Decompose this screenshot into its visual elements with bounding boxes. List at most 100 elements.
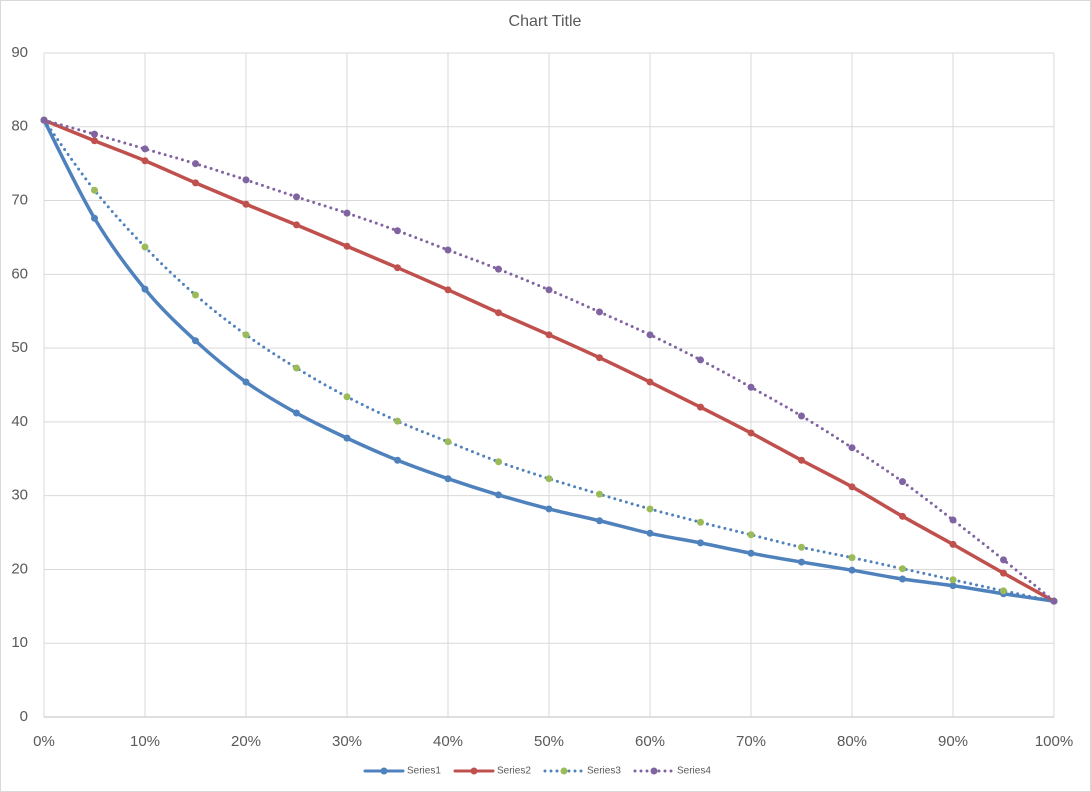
- data-point: [394, 227, 401, 235]
- data-point: [394, 417, 401, 425]
- data-point: [343, 209, 351, 217]
- data-point: [1000, 569, 1007, 577]
- data-point: [596, 517, 603, 525]
- legend-marker: [650, 767, 658, 775]
- data-point: [697, 518, 704, 526]
- y-tick-label: 30: [11, 487, 28, 504]
- y-tick-label: 10: [11, 634, 28, 651]
- x-tick-label: 30%: [332, 733, 362, 750]
- legend-marker: [470, 767, 478, 775]
- data-point: [91, 137, 98, 145]
- chart-title: Chart Title: [509, 13, 582, 30]
- data-point: [596, 308, 603, 316]
- series-line: [42, 118, 1056, 603]
- data-point: [1050, 597, 1058, 605]
- data-point: [697, 356, 704, 364]
- legend-label: Series3: [587, 766, 621, 777]
- data-point: [242, 331, 250, 339]
- legend-label: Series4: [677, 766, 711, 777]
- data-point: [242, 176, 250, 184]
- x-tick-label: 50%: [534, 733, 564, 750]
- legend-marker: [380, 767, 388, 775]
- data-point: [646, 505, 654, 513]
- x-tick-label: 90%: [938, 733, 968, 750]
- data-point: [848, 554, 856, 562]
- data-point: [141, 157, 149, 165]
- y-tick-label: 40: [11, 413, 28, 430]
- y-tick-label: 0: [20, 708, 28, 725]
- x-tick-label: 20%: [231, 733, 261, 750]
- data-point: [495, 458, 502, 466]
- data-point: [40, 116, 48, 124]
- data-point: [192, 160, 199, 168]
- data-point: [747, 531, 755, 539]
- data-point: [798, 543, 805, 551]
- y-tick-label: 80: [11, 118, 28, 135]
- data-point: [91, 214, 98, 222]
- x-tick-label: 100%: [1035, 733, 1073, 750]
- y-tick-label: 50: [11, 339, 28, 356]
- y-tick-label: 20: [11, 560, 28, 577]
- data-point: [646, 529, 654, 537]
- data-point: [646, 331, 654, 339]
- data-point: [495, 309, 502, 317]
- data-point: [444, 246, 452, 254]
- data-point: [697, 403, 704, 411]
- data-point: [646, 378, 654, 386]
- legend-label: Series1: [407, 766, 441, 777]
- data-point: [242, 200, 250, 208]
- x-tick-label: 70%: [736, 733, 766, 750]
- data-point: [91, 130, 98, 138]
- x-tick-label: 60%: [635, 733, 665, 750]
- data-point: [91, 186, 98, 194]
- series-line: [42, 118, 1056, 603]
- data-point: [899, 575, 906, 583]
- data-point: [343, 434, 351, 442]
- y-tick-label: 90: [11, 44, 28, 61]
- y-tick-label: 60: [11, 265, 28, 282]
- data-point: [545, 505, 553, 513]
- data-point: [747, 383, 755, 391]
- data-point: [444, 286, 452, 294]
- data-point: [949, 516, 957, 524]
- data-point: [1000, 556, 1007, 564]
- data-point: [545, 286, 553, 294]
- data-point: [848, 444, 856, 452]
- data-point: [899, 565, 906, 573]
- data-point: [697, 539, 704, 547]
- data-point: [293, 409, 300, 417]
- data-point: [495, 491, 502, 499]
- data-point: [394, 456, 401, 464]
- data-point: [242, 378, 250, 386]
- data-point: [343, 242, 351, 250]
- data-point: [141, 243, 149, 251]
- data-point: [545, 475, 553, 483]
- data-point: [141, 145, 149, 153]
- data-point: [192, 179, 199, 187]
- data-point: [141, 285, 149, 293]
- x-tick-label: 0%: [33, 733, 55, 750]
- data-point: [343, 393, 351, 401]
- data-point: [949, 540, 957, 548]
- data-point: [192, 291, 199, 299]
- data-point: [596, 490, 603, 498]
- data-point: [293, 193, 300, 201]
- data-point: [848, 483, 856, 491]
- data-point: [798, 558, 805, 566]
- data-point: [899, 512, 906, 520]
- legend-marker: [560, 767, 568, 775]
- data-point: [798, 412, 805, 420]
- data-point: [394, 264, 401, 272]
- data-point: [293, 221, 300, 229]
- y-tick-label: 70: [11, 192, 28, 209]
- data-point: [192, 337, 199, 345]
- data-point: [444, 438, 452, 446]
- data-point: [545, 331, 553, 339]
- x-tick-label: 40%: [433, 733, 463, 750]
- data-point: [899, 478, 906, 486]
- x-tick-label: 80%: [837, 733, 867, 750]
- data-point: [596, 354, 603, 362]
- data-point: [949, 576, 957, 584]
